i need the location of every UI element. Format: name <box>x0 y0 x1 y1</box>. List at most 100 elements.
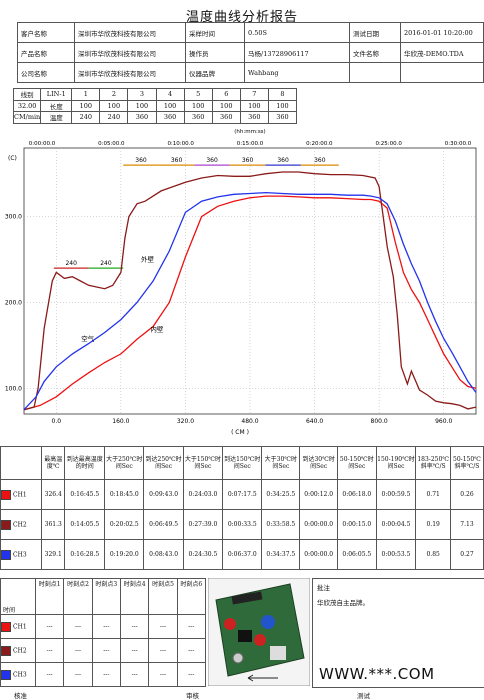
stats-column-header: 150-190℃时间Sec <box>375 446 417 480</box>
chart-annotation: 内壁 <box>150 325 164 334</box>
channel-color-swatch <box>1 621 11 632</box>
zone-length: 100 <box>267 99 298 112</box>
stats-row: CH1 326.4 0:16:45.5 0:18:45.0 0:09:43.0 0:24:… <box>0 479 484 510</box>
time-point-value: --- <box>63 614 93 639</box>
header-value: 华欣茂-DEMO.TDA <box>400 42 484 63</box>
stats-row: CH2 361.3 0:14:05.5 0:20:02.5 0:06:49.5 0:27:… <box>0 509 484 540</box>
channel-cell: CH1 <box>0 614 36 639</box>
stats-column-header: 到达150℃时间Sec <box>222 446 263 480</box>
setpoint-label: 240 <box>65 260 77 267</box>
zone-temp: 240 <box>71 111 101 124</box>
time-point-value: --- <box>176 662 207 687</box>
time-point-value: --- <box>63 638 93 663</box>
stats-value: 0:06:05.5 <box>337 539 377 570</box>
stats-value: 0:00:00.0 <box>299 539 339 570</box>
stats-value: 0.27 <box>449 539 484 570</box>
y-tick-label: 100.0 <box>5 385 22 392</box>
zone-number: 8 <box>267 88 298 101</box>
channel-cell: CH3 <box>0 539 42 570</box>
stats-value: 0:34:37.5 <box>261 539 301 570</box>
stats-column-header: 到达最高温度的时间 <box>64 446 106 480</box>
zone-length: 100 <box>183 99 213 112</box>
top-tick-label: 0:15:00.0 <box>237 141 264 147</box>
stats-value: 7.13 <box>449 509 484 540</box>
channel-name: CH3 <box>13 671 27 678</box>
zone-temp: 360 <box>239 111 269 124</box>
stats-value: 0.26 <box>449 479 484 510</box>
speed-value: 32.00 <box>12 99 42 112</box>
time-point-header: 时刻点4 <box>119 578 150 615</box>
setpoint-label: 360 <box>314 157 326 164</box>
y-axis-label: (C) <box>8 155 17 162</box>
top-tick-label: 0:00:00.0 <box>29 141 56 147</box>
stats-header-row: 最高温度℃ 到达最高温度的时间 大于250℃时间Sec 到达250℃时间Sec 大于15… <box>0 446 484 480</box>
header-info-table: 客户名称 深圳市华欣茂科技有限公司 采样时间 0.50S 测试日期 2016-0… <box>17 22 484 83</box>
channel-color-swatch <box>1 489 11 500</box>
x-tick-label: 800.0 <box>371 418 388 425</box>
temperature-curve-chart: 0.0 160.0 320.0 480.0 640.0 800.0 960.0 100.0 20… <box>5 129 477 436</box>
x-axis-label: ( CM ) <box>231 429 249 436</box>
length-label: 长度 <box>40 99 73 112</box>
stats-value: 0:14:05.5 <box>64 509 106 540</box>
stats-value: 0:00:53.5 <box>375 539 417 570</box>
channel-name: CH2 <box>13 647 27 654</box>
stats-column-header: 最高温度℃ <box>40 446 66 480</box>
time-point-value: --- <box>34 638 65 663</box>
time-point-header: 时刻点1 <box>34 578 65 615</box>
header-value: 深圳市华欣茂科技有限公司 <box>74 62 186 83</box>
stats-column-header: 183-250℃斜率℃/S <box>415 446 451 480</box>
speed-unit: CM/min <box>12 111 42 124</box>
stats-value: 329.1 <box>40 539 66 570</box>
stats-value: 326.4 <box>40 479 66 510</box>
stats-column-header: 50-150℃斜率℃/S <box>449 446 484 480</box>
stats-value: 0:09:43.0 <box>143 479 184 510</box>
time-point-value: --- <box>119 638 150 663</box>
remark-label: 批注 <box>317 584 330 592</box>
line-value: LIN-1 <box>40 88 73 101</box>
stats-value: 0:34:25.5 <box>261 479 301 510</box>
stats-column-header: 到达250℃时间Sec <box>143 446 184 480</box>
stats-column-header: 大于150℃时间Sec <box>182 446 224 480</box>
zone-temp: 240 <box>99 111 129 124</box>
time-point-value: --- <box>91 638 121 663</box>
series-line-ch1 <box>23 195 477 411</box>
y-tick-label: 200.0 <box>5 299 22 306</box>
channel-name: CH3 <box>13 551 27 558</box>
stats-column-header: 大于30℃时间Sec <box>261 446 301 480</box>
time-point-row: CH3 --- --- --- --- --- --- <box>0 662 207 687</box>
setpoint-label: 360 <box>171 157 183 164</box>
channel-cell: CH1 <box>0 479 42 510</box>
zone-temp: 360 <box>211 111 241 124</box>
header-key: 客户名称 <box>17 22 75 43</box>
time-point-value: --- <box>91 662 121 687</box>
top-tick-label: 0:30:00.0 <box>445 141 472 147</box>
x-tick-label: 320.0 <box>177 418 194 425</box>
stats-value: 0:00:15.0 <box>337 509 377 540</box>
x-tick-label: 640.0 <box>306 418 323 425</box>
time-label: 时间 <box>0 578 36 615</box>
stats-value: 0:16:45.5 <box>64 479 106 510</box>
stats-value: 0:00:04.5 <box>375 509 417 540</box>
zone-number: 1 <box>71 88 101 101</box>
zone-number: 4 <box>155 88 185 101</box>
time-point-header: 时刻点2 <box>63 578 93 615</box>
y-tick-label: 300.0 <box>5 214 22 221</box>
time-point-header: 时刻点6 <box>176 578 207 615</box>
time-point-value: --- <box>34 614 65 639</box>
remarks-box: 批注 华欣茂自主品牌。 WWW.***.COM <box>312 578 484 688</box>
stats-value: 0:00:59.5 <box>375 479 417 510</box>
time-point-header: 时刻点5 <box>148 578 178 615</box>
setpoint-label: 360 <box>206 157 218 164</box>
time-point-value: --- <box>119 662 150 687</box>
header-key: 操作员 <box>185 42 245 63</box>
stats-value: 361.3 <box>40 509 66 540</box>
time-points-table: 时间 时刻点1 时刻点2 时刻点3 时刻点4 时刻点5 时刻点6 CH1 --- -… <box>0 578 207 687</box>
zone-number: 2 <box>99 88 129 101</box>
time-point-value: --- <box>63 662 93 687</box>
stats-value: 0:06:49.5 <box>143 509 184 540</box>
zone-number: 3 <box>127 88 157 101</box>
header-value: 深圳市华欣茂科技有限公司 <box>74 22 186 43</box>
stats-value: 0.85 <box>415 539 451 570</box>
stats-column-header: 50-150℃时间Sec <box>337 446 377 480</box>
zone-length: 100 <box>127 99 157 112</box>
